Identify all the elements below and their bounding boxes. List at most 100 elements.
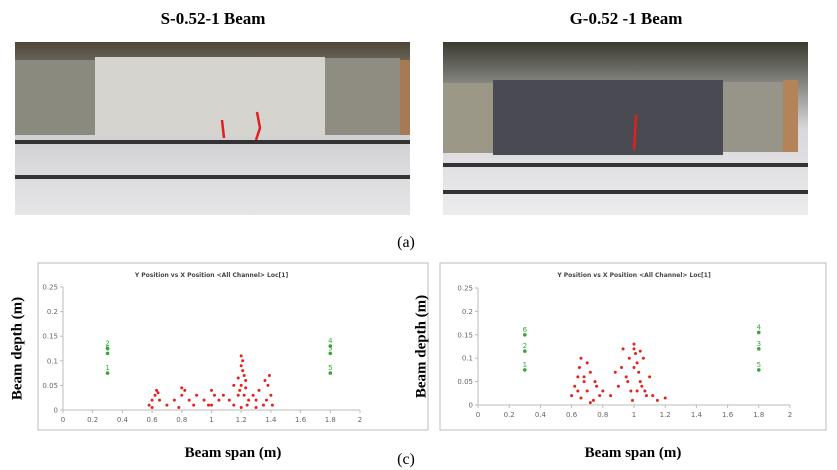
scatter-point (267, 374, 271, 378)
sensor-label: 4 (328, 337, 333, 345)
scatter-point (616, 384, 620, 388)
x-tick-label: 1.4 (265, 416, 277, 424)
scatter-point (232, 383, 236, 387)
sensor-label: 3 (757, 340, 761, 348)
scatter-point (180, 386, 184, 390)
scatter-point (257, 388, 261, 392)
scatter-point (328, 344, 333, 348)
y-axis-label: Beam depth (m) (413, 295, 429, 398)
scatter-point (624, 375, 628, 379)
x-tick-label: 2 (358, 416, 362, 424)
x-tick-label: 0 (61, 416, 65, 424)
scatter-point (573, 384, 577, 388)
scatter-point (582, 375, 586, 379)
chart-title: Y Position vs X Position <All Channel> L… (556, 272, 711, 279)
panel-title: G-0.52 -1 Beam (570, 9, 683, 28)
chart-frame (37, 262, 429, 431)
sensor-label: 3 (328, 344, 332, 352)
y-tick-label: 0.25 (457, 285, 473, 293)
scatter-point (180, 393, 184, 397)
panel-label: (a) (397, 234, 415, 251)
scatter-point (570, 394, 574, 398)
scatter-point (579, 356, 583, 360)
scatter-point (632, 347, 636, 351)
x-tick-label: 1 (632, 411, 636, 419)
scatter-point (212, 393, 216, 397)
sensor-label: 6 (105, 344, 110, 352)
x-tick-label: 0.6 (566, 411, 578, 419)
y-tick-label: 0.2 (47, 308, 58, 316)
scatter-point (757, 347, 761, 351)
scatter-point (632, 342, 636, 346)
scatter-point (232, 403, 236, 407)
x-tick-label: 1.8 (325, 416, 336, 424)
scatter-point (613, 370, 617, 374)
scatter-point (582, 380, 586, 384)
sensor-label: 5 (757, 361, 761, 369)
scatter-point (635, 361, 639, 365)
y-tick-label: 0.1 (462, 355, 473, 363)
x-axis-label: Beam span (m) (185, 445, 282, 461)
x-tick-label: 1.8 (753, 411, 764, 419)
scatter-point (254, 398, 258, 402)
scatter-point (241, 369, 245, 373)
scatter-point (239, 406, 243, 410)
scatter-point (593, 380, 597, 384)
scatter-point (638, 349, 642, 353)
scatter-point (576, 389, 580, 393)
scatter-point (251, 393, 255, 397)
panel-label: (c) (397, 451, 415, 468)
scatter-point (620, 366, 624, 370)
scatter-point (523, 368, 527, 372)
photo-g-beam (443, 42, 808, 215)
scatter-point (523, 349, 527, 353)
scatter-point (757, 368, 761, 372)
x-tick-label: 1 (209, 416, 213, 424)
sensor-label: 6 (523, 326, 528, 334)
scatter-point (627, 356, 631, 360)
scatter-point (210, 403, 213, 407)
scatter-point (105, 371, 110, 375)
scatter-point (236, 376, 240, 380)
x-tick-label: 0.4 (117, 416, 129, 424)
scatter-point (269, 393, 273, 397)
scatter-point (165, 403, 169, 407)
scatter-point (172, 398, 176, 402)
y-tick-label: 0.05 (457, 378, 473, 386)
scatter-point (598, 394, 602, 398)
scatter-point (643, 389, 647, 393)
scatter-point (651, 394, 655, 398)
y-tick-label: 0.05 (42, 382, 58, 390)
x-tick-label: 1.6 (295, 416, 307, 424)
scatter-point (640, 384, 644, 388)
x-tick-label: 0.2 (504, 411, 515, 419)
sensor-label: 4 (757, 323, 762, 331)
scatter-point (155, 388, 159, 392)
scatter-point (585, 389, 589, 393)
scatter-point (629, 389, 633, 393)
scatter-point (635, 389, 639, 393)
scatter-point (638, 380, 642, 384)
scatter-point (254, 406, 258, 410)
scatter-point (105, 351, 110, 356)
scatter-point (195, 393, 199, 397)
scatter-point (632, 366, 636, 370)
panel-title: S-0.52-1 Beam (161, 9, 266, 28)
chart-title: Y Position vs X Position <All Channel> L… (134, 272, 289, 279)
scatter-point (105, 346, 110, 351)
y-tick-label: 0.15 (457, 331, 473, 339)
scatter-point (648, 375, 652, 379)
scatter-point (577, 366, 581, 370)
scatter-point (244, 386, 248, 390)
scatter-point (591, 398, 595, 402)
scatter-point (588, 370, 592, 374)
scatter-point (263, 378, 267, 382)
y-tick-label: 0.15 (42, 333, 58, 341)
scatter-point (621, 347, 625, 351)
x-tick-label: 0.8 (597, 411, 608, 419)
x-tick-label: 1.2 (660, 411, 671, 419)
scatter-point (147, 403, 151, 407)
sensor-label: 1 (523, 361, 527, 369)
scatter-point (183, 388, 187, 392)
